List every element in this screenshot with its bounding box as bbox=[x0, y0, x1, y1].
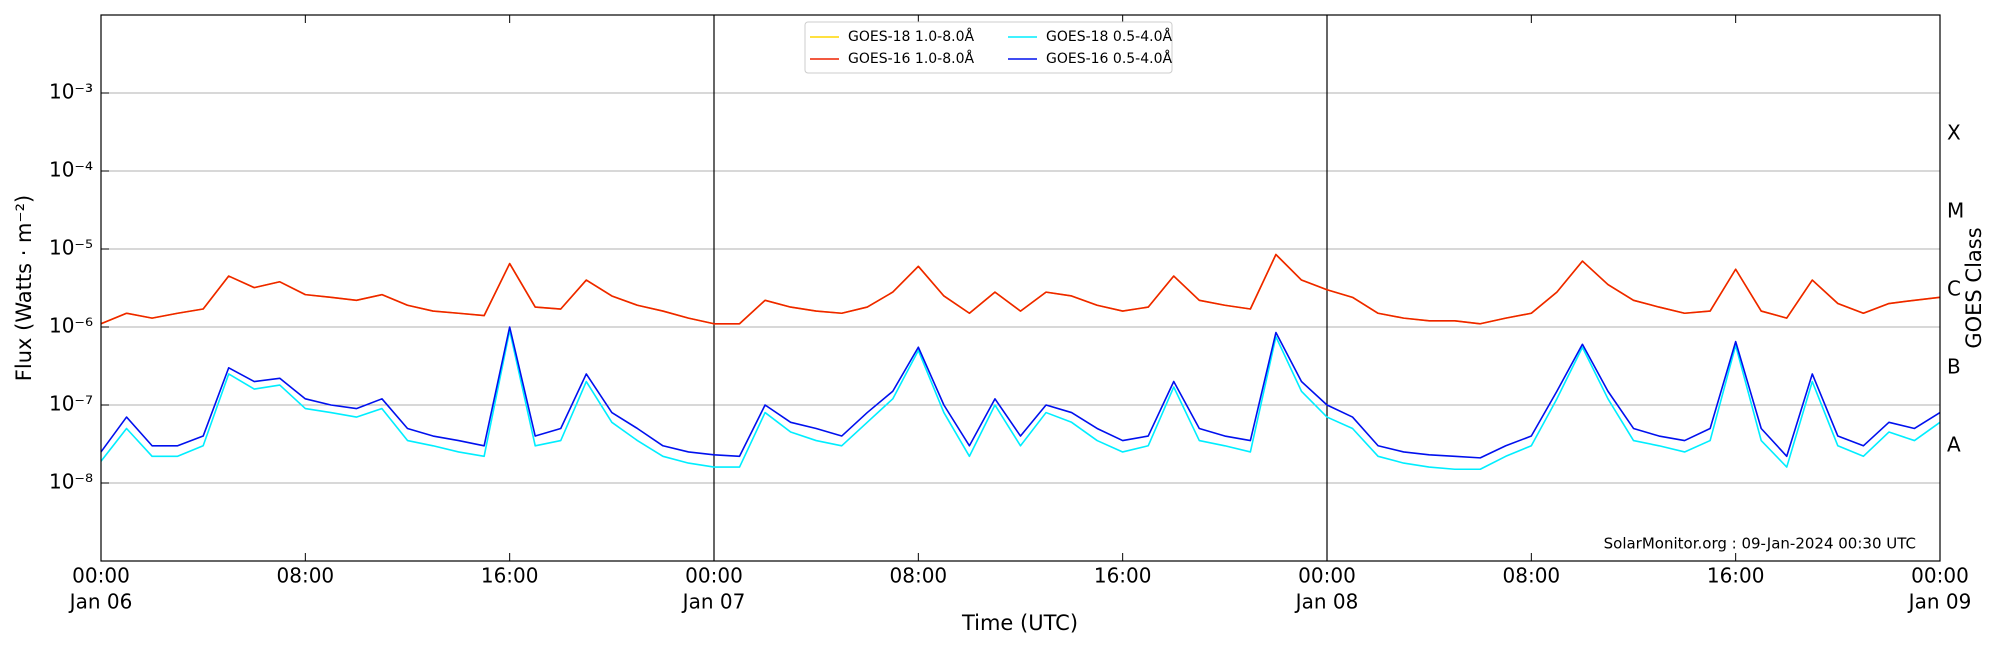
y2-axis-label: GOES Class bbox=[1962, 227, 1986, 348]
y-tick-label: 10⁻³ bbox=[49, 80, 93, 104]
annotation: SolarMonitor.org : 09-Jan-2024 00:30 UTC bbox=[1604, 535, 1916, 553]
x-tick-label: 08:00 bbox=[890, 564, 948, 588]
y-axis-label: Flux (Watts · m⁻²) bbox=[12, 195, 36, 381]
y2-tick-label: B bbox=[1947, 354, 1961, 378]
y-tick-label: 10⁻⁸ bbox=[49, 470, 93, 494]
x-date-label: Jan 06 bbox=[68, 590, 133, 614]
x-tick-label: 00:00 bbox=[1298, 564, 1356, 588]
x-tick-label: 08:00 bbox=[277, 564, 335, 588]
x-tick-label: 00:00 bbox=[72, 564, 130, 588]
x-tick-label: 00:00 bbox=[1911, 564, 1969, 588]
y2-tick-label: C bbox=[1947, 276, 1961, 300]
legend-label: GOES-16 1.0-8.0Å bbox=[848, 50, 974, 67]
y-tick-label: 10⁻⁴ bbox=[49, 158, 93, 182]
legend: GOES-18 1.0-8.0Å GOES-16 1.0-8.0Å GOES-18 … bbox=[804, 21, 1173, 74]
legend-label: GOES-18 0.5-4.0Å bbox=[1046, 28, 1172, 45]
y2-tick-label: M bbox=[1947, 198, 1964, 222]
x-tick-label: 16:00 bbox=[1094, 564, 1152, 588]
x-tick-label: 16:00 bbox=[481, 564, 539, 588]
y-tick-label: 10⁻⁵ bbox=[49, 236, 93, 260]
legend-label: GOES-18 1.0-8.0Å bbox=[848, 28, 974, 45]
y2-tick-label: A bbox=[1947, 432, 1961, 456]
x-tick-label: 00:00 bbox=[685, 564, 743, 588]
plot-frame bbox=[100, 14, 1941, 562]
series-line bbox=[100, 253, 1941, 325]
x-tick-label: 16:00 bbox=[1707, 564, 1765, 588]
x-date-label: Jan 07 bbox=[681, 590, 746, 614]
legend-label: GOES-16 0.5-4.0Å bbox=[1046, 50, 1172, 67]
y-tick-label: 10⁻⁶ bbox=[49, 314, 93, 338]
y2-tick-label: X bbox=[1947, 120, 1961, 144]
series-line bbox=[100, 329, 1941, 471]
legend-box bbox=[804, 21, 1173, 74]
x-axis-label: Time (UTC) bbox=[961, 611, 1078, 635]
x-date-label: Jan 09 bbox=[1907, 590, 1972, 614]
x-tick-label: 08:00 bbox=[1503, 564, 1561, 588]
y-tick-label: 10⁻⁷ bbox=[49, 392, 93, 416]
series-line bbox=[100, 326, 1941, 459]
x-date-label: Jan 08 bbox=[1294, 590, 1359, 614]
